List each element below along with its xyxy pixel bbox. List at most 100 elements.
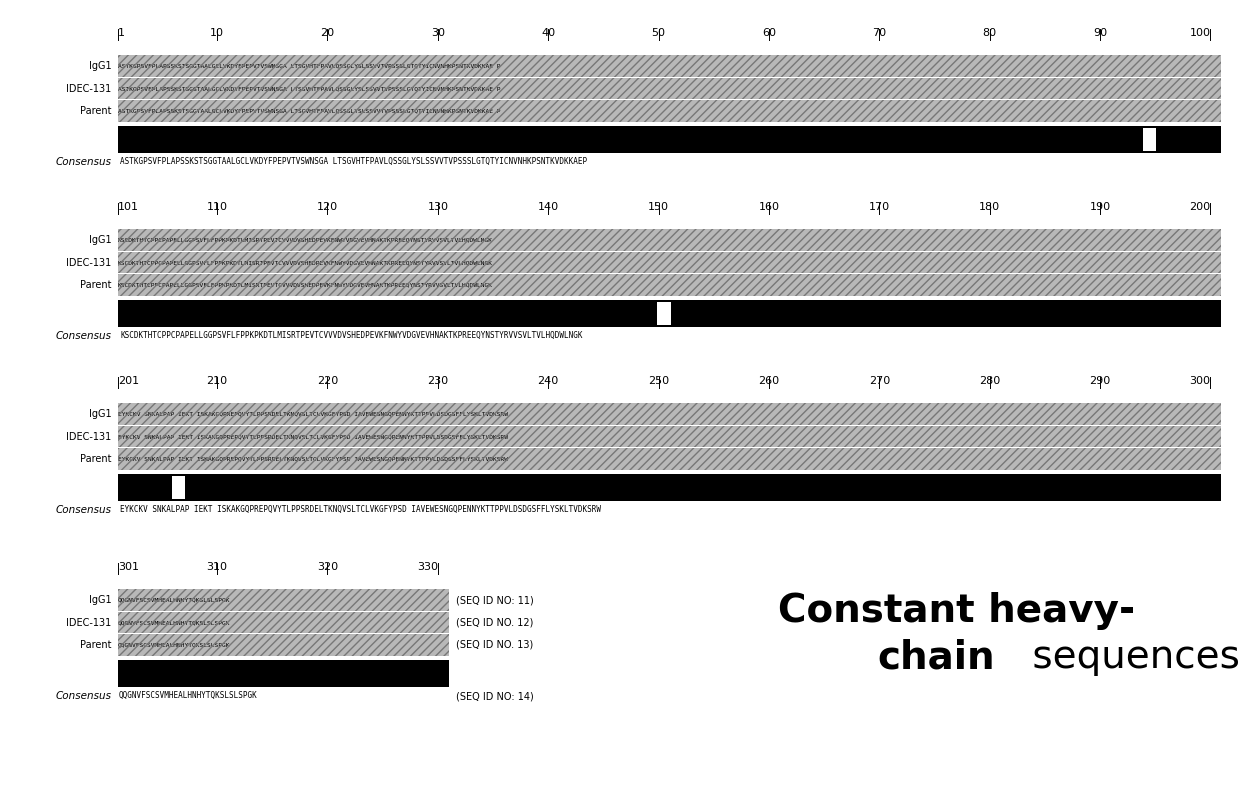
Text: 120: 120 (317, 202, 339, 212)
Bar (118, 589, 449, 611)
Text: 100: 100 (1189, 28, 1210, 38)
Text: 101: 101 (118, 202, 139, 212)
Text: 290: 290 (1090, 376, 1111, 386)
Text: 310: 310 (207, 562, 228, 572)
Text: 330: 330 (417, 562, 438, 572)
Bar (1143, 128, 1156, 151)
Text: 201: 201 (118, 376, 139, 386)
Text: KSCDKTHTCPPCPAPELLGGPSVFLFPPKPKDTLMISRTPEVTCVVVDVSHEDPEVKFNWYVDGVEVHNAKTKPREEQYN: KSCDKTHTCPPCPAPELLGGPSVFLFPPKPKDTLMISRTP… (118, 238, 492, 243)
Text: Consensus: Consensus (56, 157, 112, 167)
Text: 20: 20 (320, 28, 335, 38)
Text: ASTKGPSVFPLAPSSKSTSGGTAALGCLVKDYFPEPVTVSWNSGA LTSGVHTFPAVLQSSGLYSLSSVVTVPSSSLGTQ: ASTKGPSVFPLAPSSKSTSGGTAALGCLVKDYFPEPVTVS… (118, 64, 500, 69)
Bar (657, 302, 671, 325)
Text: IDEC-131: IDEC-131 (67, 84, 112, 93)
Bar (118, 100, 1221, 122)
Text: Parent: Parent (81, 640, 112, 650)
Bar (118, 78, 1221, 100)
Bar (118, 403, 1221, 425)
Text: 301: 301 (118, 562, 139, 572)
Text: 70: 70 (872, 28, 887, 38)
Text: Constant heavy-: Constant heavy- (777, 592, 1135, 630)
Bar (118, 611, 449, 634)
Text: 130: 130 (428, 202, 449, 212)
Text: IgG1: IgG1 (89, 409, 112, 419)
Text: 250: 250 (649, 376, 670, 386)
Text: 60: 60 (761, 28, 776, 38)
Text: chain: chain (877, 638, 994, 676)
Text: sequences: sequences (1019, 638, 1240, 676)
Text: QQGNVFSCSVMHEALHNHYTQKSLSLSPGK: QQGNVFSCSVMHEALHNHYTQKSLSLSPGK (118, 642, 231, 647)
Text: ASTKGPSVFPLAPSSKSTSGGTAALGCLVKDYFPEPVTVSWNSGA LTSGVHTFPAVLQSSGLYSLSSVVTVPSSSLGTQ: ASTKGPSVFPLAPSSKSTSGGTAALGCLVKDYFPEPVTVS… (118, 108, 500, 113)
Text: 10: 10 (210, 28, 224, 38)
Text: IDEC-131: IDEC-131 (67, 258, 112, 267)
Text: EYKCKV SNKALPAP IEKT ISKAKGQPREPQVYTLPPSRDELTKNQVSLTCLVKGFYPSD IAVEWESNGQPENNYKT: EYKCKV SNKALPAP IEKT ISKAKGQPREPQVYTLPPS… (118, 456, 508, 461)
Text: Consensus: Consensus (56, 691, 112, 701)
Text: KSCDKTHTCPPCPAPELLGGPSVFLFPPKPKDTLMISRTPEVTCVVVDVSHEDPEVKFNWYVDGVEVHNAKTKPREEQYN: KSCDKTHTCPPCPAPELLGGPSVFLFPPKPKDTLMISRTP… (120, 331, 583, 340)
Text: Consensus: Consensus (56, 505, 112, 515)
Bar (118, 403, 1221, 425)
Text: 140: 140 (538, 202, 559, 212)
Text: (SEQ ID NO. 13): (SEQ ID NO. 13) (455, 640, 533, 650)
Text: QQGNVFSCSVMHEALHNHYTQKSLSLSPGK: QQGNVFSCSVMHEALHNHYTQKSLSLSPGK (118, 598, 231, 603)
Text: IDEC-131: IDEC-131 (67, 618, 112, 627)
Text: (SEQ ID NO: 11): (SEQ ID NO: 11) (455, 595, 533, 605)
Bar (118, 589, 449, 611)
Text: Parent: Parent (81, 454, 112, 464)
Bar (118, 426, 1221, 448)
Text: IgG1: IgG1 (89, 235, 112, 245)
Text: 1: 1 (118, 28, 125, 38)
Bar (118, 252, 1221, 274)
Bar (118, 252, 1221, 274)
Text: IgG1: IgG1 (89, 595, 112, 605)
Text: EYKCKV SNKALPAP IEKT ISKAKGQPREPQVYTLPPSRDELTKNQVSLTCLVKGFYPSD IAVEWESNGQPENNYKT: EYKCKV SNKALPAP IEKT ISKAKGQPREPQVYTLPPS… (118, 412, 508, 417)
Text: IDEC-131: IDEC-131 (67, 432, 112, 441)
Bar (118, 301, 1221, 327)
Text: KSCDKTHTCPPCPAPELLGGPSVFLFPPKPKDTLMISRTPEVTCVVVDVSHEDPEVKFNWYVDGVEVHNAKTKPREEQYN: KSCDKTHTCPPCPAPELLGGPSVFLFPPKPKDTLMISRTP… (118, 260, 492, 265)
Bar (118, 274, 1221, 296)
Text: 200: 200 (1189, 202, 1210, 212)
Text: 160: 160 (759, 202, 780, 212)
Text: 230: 230 (428, 376, 449, 386)
Text: (SEQ ID NO: 14): (SEQ ID NO: 14) (455, 691, 533, 701)
Text: 210: 210 (207, 376, 228, 386)
Bar (118, 426, 1221, 448)
Text: Parent: Parent (81, 280, 112, 290)
Text: 190: 190 (1090, 202, 1111, 212)
Text: QQGNVFSCSVMHEALHNHYTQKSLSLSPGK: QQGNVFSCSVMHEALHNHYTQKSLSLSPGK (118, 620, 231, 625)
Text: 110: 110 (207, 202, 228, 212)
Text: IgG1: IgG1 (89, 61, 112, 71)
Text: 50: 50 (651, 28, 666, 38)
Text: KSCDKTHTCPPCPAPELLGGPSVFLFPPKPKDTLMISRTPEVTCVVVDVSHEDPEVKFNWYVDGVEVHNAKTKPREEQYN: KSCDKTHTCPPCPAPELLGGPSVFLFPPKPKDTLMISRTP… (118, 282, 492, 287)
Bar (118, 229, 1221, 251)
Bar (118, 78, 1221, 100)
Text: Parent: Parent (81, 106, 112, 116)
Bar (172, 476, 185, 499)
Text: 150: 150 (649, 202, 670, 212)
Bar (118, 100, 1221, 122)
Bar (118, 660, 449, 687)
Text: 280: 280 (980, 376, 1001, 386)
Bar (118, 229, 1221, 251)
Text: 220: 220 (317, 376, 339, 386)
Text: ASTKGPSVFPLAPSSKSTSGGTAALGCLVKDYFPEPVTVSWNSGA LTSGVHTFPAVLQSSGLYSLSSVVTVPSSSLGTQ: ASTKGPSVFPLAPSSKSTSGGTAALGCLVKDYFPEPVTVS… (118, 86, 500, 91)
Text: ASTKGPSVFPLAPSSKSTSGGTAALGCLVKDYFPEPVTVSWNSGA LTSGVHTFPAVLQSSGLYSLSSVVTVPSSSLGTQ: ASTKGPSVFPLAPSSKSTSGGTAALGCLVKDYFPEPVTVS… (120, 157, 587, 166)
Text: (SEQ ID NO. 12): (SEQ ID NO. 12) (455, 618, 533, 627)
Text: 170: 170 (869, 202, 890, 212)
Text: EYKCKV SNKALPAP IEKT ISKAKGQPREPQVYTLPPSRDELTKNQVSLTCLVKGFYPSD IAVEWESNGQPENNYKT: EYKCKV SNKALPAP IEKT ISKAKGQPREPQVYTLPPS… (118, 434, 508, 439)
Bar (118, 475, 1221, 501)
Bar (118, 127, 1221, 153)
Text: 40: 40 (541, 28, 556, 38)
Text: QQGNVFSCSVMHEALHNHYTQKSLSLSPGK: QQGNVFSCSVMHEALHNHYTQKSLSLSPGK (119, 691, 257, 700)
Text: EYKCKV SNKALPAP IEKT ISKAKGQPREPQVYTLPPSRDELTKNQVSLTCLVKGFYPSD IAVEWESNGQPENNYKT: EYKCKV SNKALPAP IEKT ISKAKGQPREPQVYTLPPS… (120, 505, 601, 514)
Bar (118, 634, 449, 656)
Text: 320: 320 (317, 562, 339, 572)
Text: 240: 240 (538, 376, 559, 386)
Text: 260: 260 (759, 376, 780, 386)
Bar (118, 448, 1221, 470)
Text: 90: 90 (1092, 28, 1107, 38)
Bar (118, 634, 449, 656)
Text: 270: 270 (869, 376, 890, 386)
Bar (118, 55, 1221, 77)
Text: 80: 80 (982, 28, 997, 38)
Text: Consensus: Consensus (56, 331, 112, 341)
